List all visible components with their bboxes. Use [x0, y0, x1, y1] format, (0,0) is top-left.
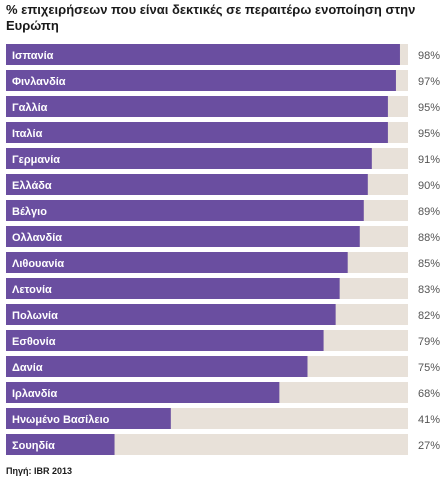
bar — [6, 148, 372, 169]
category-label: Σουηδία — [12, 440, 55, 452]
category-label: Εσθονία — [12, 336, 56, 348]
bar-row: Σουηδία 27% — [6, 434, 440, 455]
category-label: Ελλάδα — [12, 180, 52, 192]
value-label: 85% — [418, 258, 440, 270]
bar-row: Πολωνία 82% — [6, 304, 440, 325]
source-note: Πηγή: IBR 2013 — [6, 466, 73, 476]
bar — [6, 122, 388, 143]
bar — [6, 96, 388, 117]
value-label: 89% — [418, 206, 440, 218]
category-label: Γερμανία — [12, 154, 60, 166]
bar-row: Βέλγιο 89% — [6, 200, 440, 221]
bar-row: Γαλλία 95% — [6, 96, 440, 117]
bar — [6, 434, 115, 455]
value-label: 41% — [418, 414, 440, 426]
bar-row: Λετονία 83% — [6, 278, 440, 299]
value-label: 95% — [418, 102, 440, 114]
bar — [6, 408, 171, 429]
bar — [6, 330, 324, 351]
category-label: Πολωνία — [12, 310, 58, 322]
category-label: Δανία — [12, 362, 43, 374]
bar-row: Φινλανδία 97% — [6, 70, 440, 91]
value-label: 75% — [418, 362, 440, 374]
value-label: 83% — [418, 284, 440, 296]
value-label: 97% — [418, 76, 440, 88]
bar-row: Ολλανδία 88% — [6, 226, 440, 247]
value-label: 82% — [418, 310, 440, 322]
bar-row: Εσθονία 79% — [6, 330, 440, 351]
bar-row: Λιθουανία 85% — [6, 252, 440, 273]
category-label: Γαλλία — [12, 102, 48, 114]
bar-row: Ιταλία 95% — [6, 122, 440, 143]
bar — [6, 70, 396, 91]
bar — [6, 356, 308, 377]
category-label: Φινλανδία — [12, 76, 66, 88]
category-label: Ισπανία — [12, 50, 54, 62]
bar — [6, 252, 348, 273]
bar-row: Ισπανία 98% — [6, 44, 440, 65]
value-label: 68% — [418, 388, 440, 400]
bar-row: Δανία 75% — [6, 356, 440, 377]
value-label: 98% — [418, 50, 440, 62]
category-label: Ιρλανδία — [12, 388, 57, 400]
bar — [6, 382, 280, 403]
bar — [6, 174, 368, 195]
category-label: Λιθουανία — [12, 258, 64, 270]
bar-row: Γερμανία 91% — [6, 148, 440, 169]
bar — [6, 278, 340, 299]
category-label: Λετονία — [12, 284, 52, 296]
category-label: Ολλανδία — [12, 232, 62, 244]
value-label: 90% — [418, 180, 440, 192]
bar-row: Ελλάδα 90% — [6, 174, 440, 195]
value-label: 88% — [418, 232, 440, 244]
category-label: Βέλγιο — [12, 206, 47, 218]
bar-row: Ηνωμένο Βασίλειο 41% — [6, 408, 440, 429]
bar-row: Ιρλανδία 68% — [6, 382, 440, 403]
value-label: 79% — [418, 336, 440, 348]
bar — [6, 44, 400, 65]
bar — [6, 200, 364, 221]
bar — [6, 304, 336, 325]
chart-title: % επιχειρήσεων που είναι δεκτικές σε περ… — [6, 2, 416, 33]
value-label: 27% — [418, 440, 440, 452]
value-label: 95% — [418, 128, 440, 140]
bar — [6, 226, 360, 247]
category-label: Ιταλία — [12, 128, 43, 140]
category-label: Ηνωμένο Βασίλειο — [12, 414, 110, 426]
value-label: 91% — [418, 154, 440, 166]
